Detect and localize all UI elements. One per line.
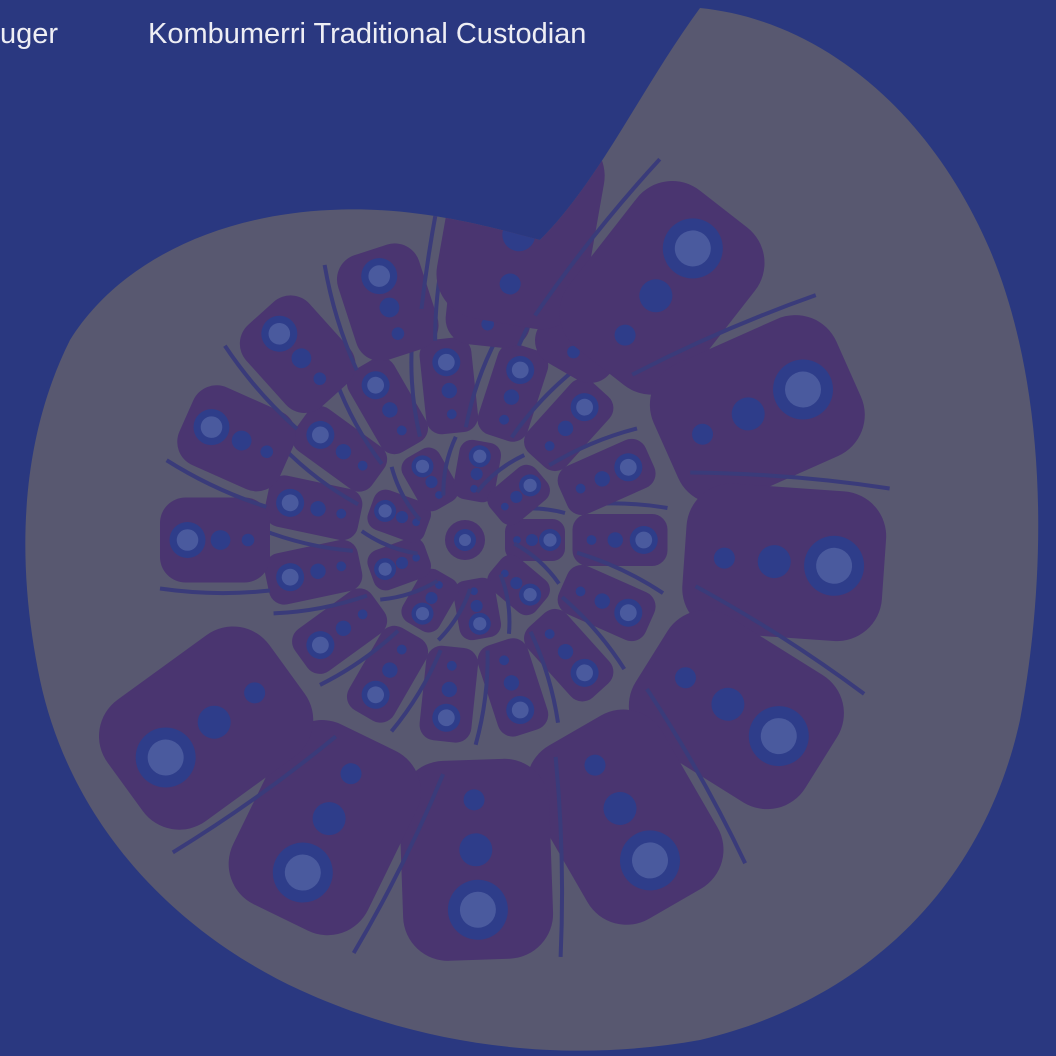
dot-small	[526, 534, 538, 546]
dot-inner	[508, 155, 550, 197]
dot-small	[608, 532, 623, 547]
name-fragment: uger	[0, 18, 58, 51]
caption: Kombumerri Traditional Custodian	[148, 18, 586, 51]
dot-inner	[635, 532, 652, 549]
chamber	[160, 498, 270, 594]
dot-tiny	[587, 535, 597, 545]
core-dot-inner	[459, 534, 471, 546]
dot-small	[211, 530, 231, 550]
dot-tiny	[242, 534, 255, 547]
dot-inner	[543, 533, 556, 546]
dot-outer	[494, 141, 564, 211]
dot-tiny	[513, 536, 521, 544]
ammonite-art	[0, 0, 1056, 1056]
dot-inner	[177, 529, 199, 551]
chamber	[398, 757, 565, 962]
page: uger Kombumerri Traditional Custodian ((…	[0, 0, 1056, 1056]
